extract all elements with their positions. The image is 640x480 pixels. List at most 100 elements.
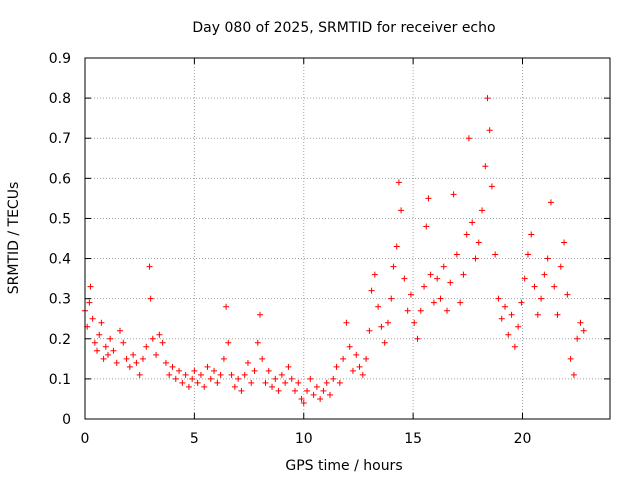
data-point	[330, 375, 337, 382]
data-point	[457, 299, 464, 306]
data-point	[295, 379, 302, 386]
data-point	[211, 367, 218, 374]
data-point	[460, 271, 467, 278]
data-point	[425, 195, 432, 202]
data-point	[120, 339, 127, 346]
data-point	[343, 319, 350, 326]
data-point	[502, 303, 508, 310]
data-point	[143, 343, 150, 350]
data-point	[304, 387, 311, 394]
data-point	[557, 263, 564, 270]
data-point	[159, 339, 166, 346]
data-point	[524, 251, 531, 258]
data-point	[570, 371, 577, 378]
data-point	[235, 375, 242, 382]
data-point	[538, 295, 545, 302]
data-point	[225, 339, 232, 346]
data-point	[508, 311, 515, 318]
data-point	[359, 371, 366, 378]
data-point	[453, 251, 460, 258]
data-point	[228, 371, 235, 378]
data-point	[479, 207, 486, 214]
grid-lines	[85, 58, 610, 419]
x-tick-label: 0	[81, 431, 90, 447]
data-point	[551, 283, 558, 290]
data-point	[197, 371, 204, 378]
y-tick-label: 0.9	[49, 51, 71, 67]
data-point	[554, 311, 561, 318]
data-point	[393, 243, 400, 250]
data-point	[194, 379, 201, 386]
y-tick-label: 0.3	[49, 292, 71, 308]
data-point	[407, 291, 414, 298]
data-point	[580, 327, 587, 334]
data-point	[104, 351, 111, 358]
data-point	[317, 395, 324, 402]
data-point	[282, 379, 289, 386]
data-point	[368, 287, 375, 294]
data-point	[353, 351, 360, 358]
data-point	[437, 295, 444, 302]
data-point	[257, 311, 263, 318]
data-point	[336, 379, 343, 386]
data-point	[298, 395, 305, 402]
data-point	[117, 327, 123, 334]
data-point	[113, 359, 120, 366]
data-point	[265, 367, 272, 374]
chart-title: Day 080 of 2025, SRMTID for receiver ech…	[192, 20, 495, 36]
y-tick-label: 0.5	[49, 211, 71, 227]
data-point	[169, 363, 176, 370]
data-point	[201, 383, 208, 390]
data-point	[564, 291, 571, 298]
x-tick-label: 20	[514, 431, 532, 447]
plot-frame	[84, 57, 611, 420]
data-point	[179, 379, 186, 386]
data-point	[87, 283, 94, 290]
data-point	[434, 275, 441, 282]
data-point	[172, 375, 179, 382]
data-point	[363, 355, 370, 362]
data-point	[440, 263, 447, 270]
data-point	[498, 315, 505, 322]
data-point	[398, 207, 405, 214]
data-point	[528, 231, 535, 238]
data-point	[275, 387, 282, 394]
data-point	[444, 307, 451, 314]
data-point	[176, 367, 183, 374]
y-tick-label: 0.6	[49, 171, 71, 187]
data-point	[254, 339, 261, 346]
data-point	[139, 355, 146, 362]
data-point	[515, 323, 522, 330]
data-point	[182, 371, 189, 378]
data-point	[484, 95, 491, 102]
x-tick-label: 10	[295, 431, 313, 447]
data-point	[340, 355, 347, 362]
data-point	[574, 335, 581, 342]
data-point	[146, 263, 153, 270]
data-point	[356, 363, 363, 370]
data-point	[486, 127, 493, 134]
axis-ticks: 0 0.1 0.2 0.3 0.4 0.5 0.6 0.7 0.8 0.9 0 5 10 15 20	[49, 51, 610, 447]
data-point	[100, 355, 107, 362]
data-point	[207, 375, 214, 382]
data-point	[561, 239, 568, 246]
data-point	[472, 255, 479, 262]
data-point	[89, 315, 96, 322]
data-point	[401, 275, 408, 282]
data-point	[130, 351, 137, 358]
data-point	[381, 339, 388, 346]
data-point	[300, 399, 307, 406]
data-point	[450, 191, 457, 198]
data-point	[577, 319, 584, 326]
data-point	[371, 271, 378, 278]
data-point	[272, 375, 279, 382]
data-point	[107, 335, 114, 342]
data-point	[505, 331, 512, 338]
data-point	[469, 219, 476, 226]
data-point	[110, 347, 117, 354]
data-point	[133, 359, 140, 366]
data-point	[86, 299, 93, 306]
data-points	[82, 95, 587, 406]
data-point	[492, 251, 499, 258]
